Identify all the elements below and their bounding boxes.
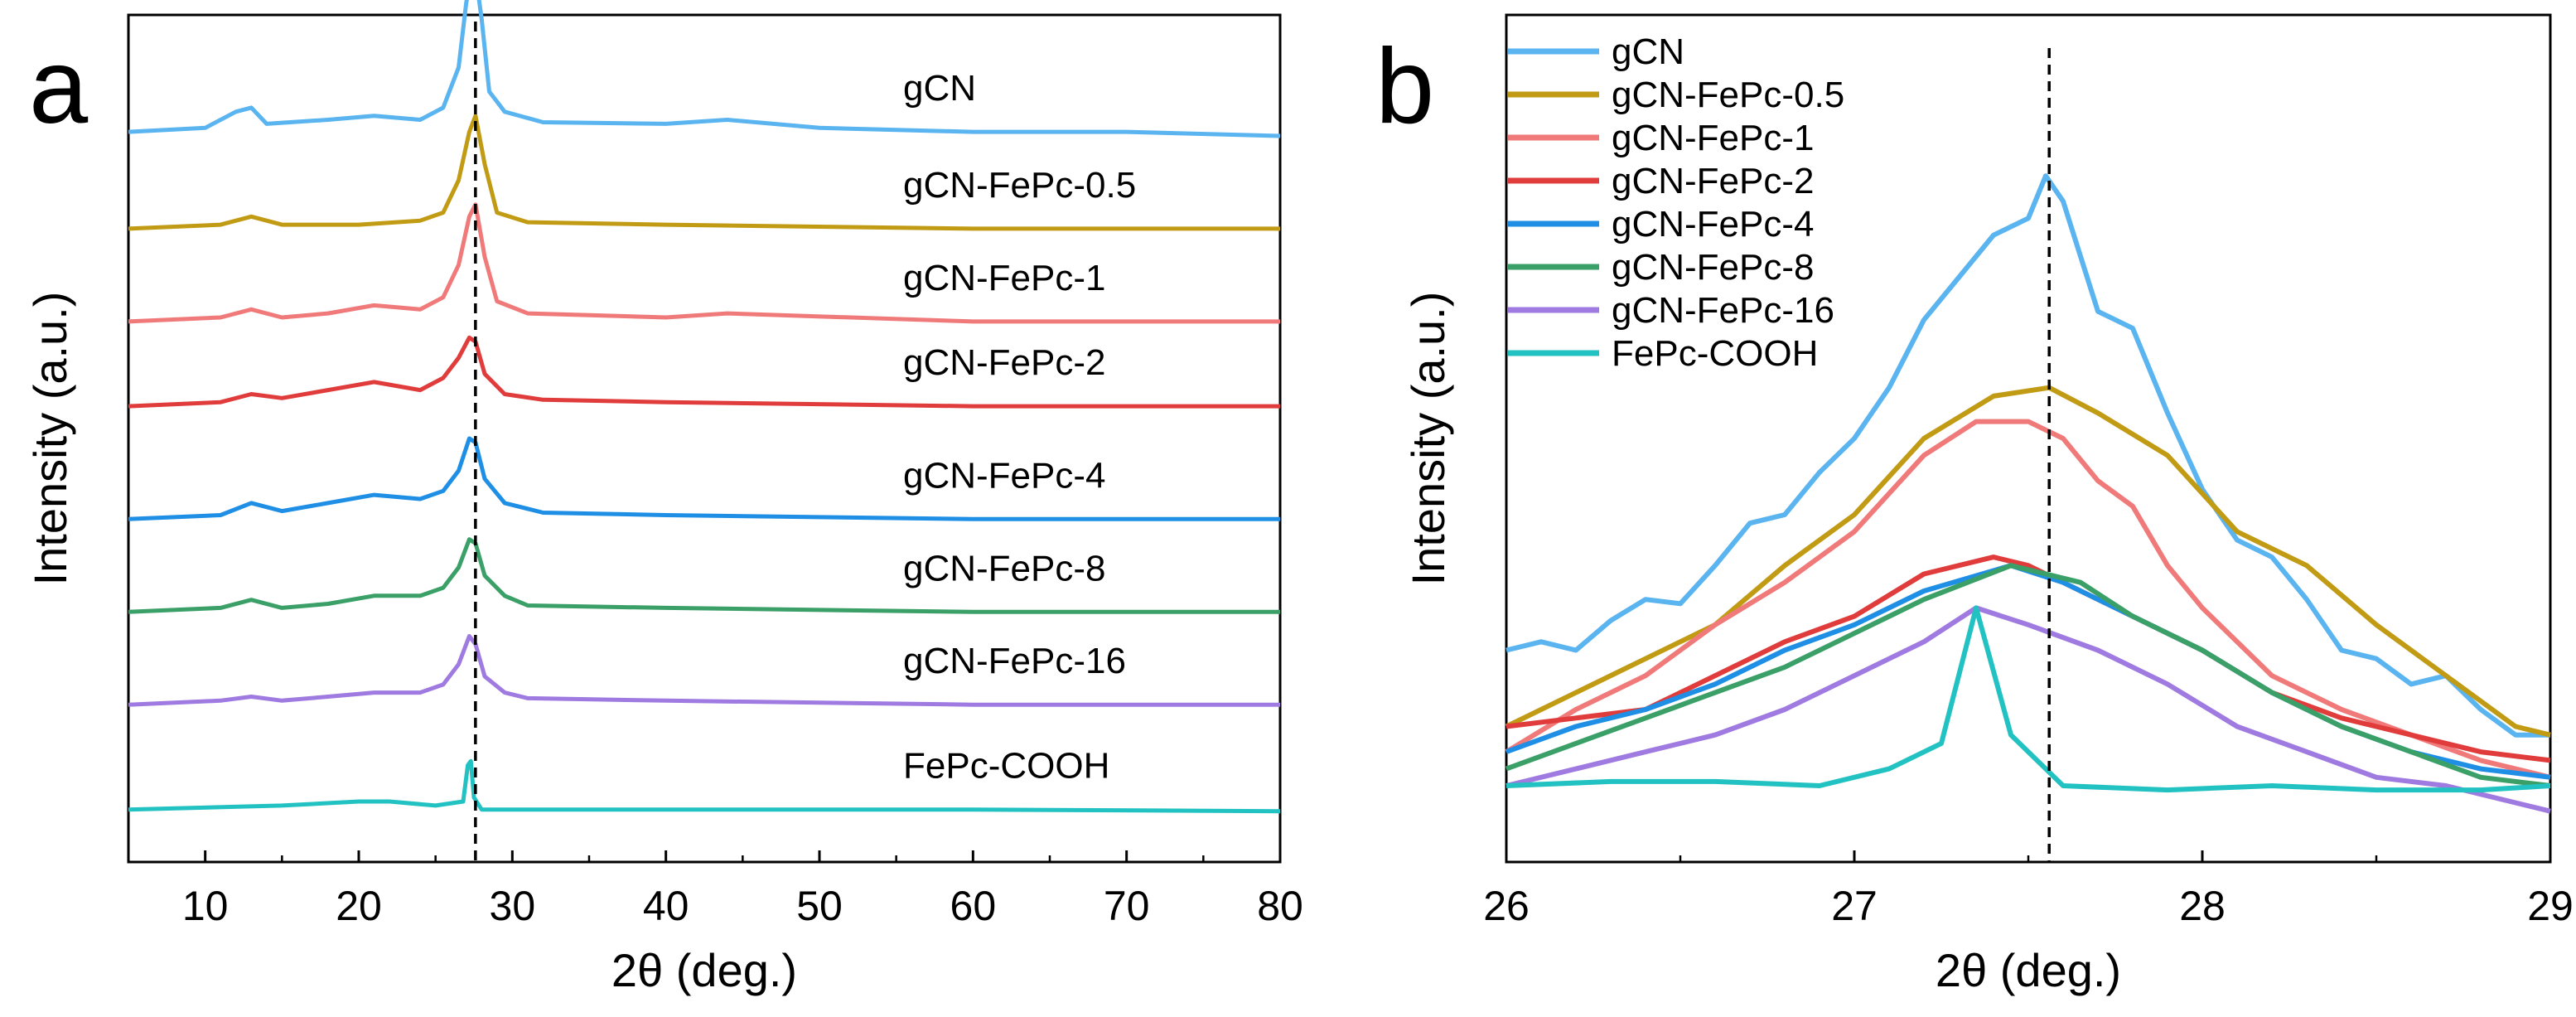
legend-label: gCN-FePc-4 <box>1612 204 1815 245</box>
series-label: gCN <box>903 68 976 109</box>
panel-letter-b: b <box>1375 27 1434 146</box>
series-label: gCN-FePc-8 <box>903 548 1106 588</box>
legend-label: FePc-COOH <box>1612 333 1818 374</box>
series-line-gcn-fepc-1 <box>128 202 1280 324</box>
x-axis-title: 2θ (deg.) <box>1936 944 2121 996</box>
y-axis-title: Intensity (a.u.) <box>1402 292 1454 586</box>
series-line-gcn-fepc-1 <box>1505 419 2551 780</box>
series-line-gcn <box>1505 173 2550 738</box>
series-label: gCN-FePc-2 <box>903 342 1106 383</box>
panel-letter-a: a <box>29 27 89 146</box>
x-tick-label: 80 <box>1257 883 1303 929</box>
legend-label: gCN-FePc-16 <box>1612 290 1834 331</box>
series-line-gcn-fepc-0-5 <box>128 114 1280 231</box>
x-tick-label: 40 <box>643 883 689 929</box>
x-tick-label: 26 <box>1483 883 1530 929</box>
series-line-gcn-fepc-8 <box>1505 563 2551 788</box>
legend-label: gCN-FePc-8 <box>1612 247 1815 288</box>
panel-a: a 10 20 30 40 50 60 70 80 2θ (deg.) Intensity (a.… <box>24 0 1303 996</box>
series-line-gcn-fepc-16 <box>1505 605 2551 814</box>
series-line-gcn <box>128 0 1281 138</box>
panel-a-frame <box>127 13 1282 864</box>
legend-label: gCN <box>1612 31 1684 72</box>
legend-label: gCN-FePc-2 <box>1612 161 1815 201</box>
x-tick-label: 20 <box>336 883 382 929</box>
x-tick-label: 29 <box>2527 883 2574 929</box>
x-tick-label: 28 <box>2179 883 2226 929</box>
series-line-fepc-cooh <box>1505 605 2551 793</box>
series-line-gcn-fepc-0-5 <box>1505 385 2551 738</box>
legend-label: gCN-FePc-0.5 <box>1612 75 1844 115</box>
x-tick-label: 70 <box>1104 883 1150 929</box>
series-line-gcn-fepc-2 <box>128 335 1280 409</box>
x-axis-title: 2θ (deg.) <box>611 944 797 996</box>
x-tick-label: 27 <box>1831 883 1878 929</box>
legend-label: gCN-FePc-1 <box>1612 118 1815 158</box>
series-line-gcn-fepc-16 <box>128 634 1280 707</box>
series-label: gCN-FePc-4 <box>903 455 1106 496</box>
series-line-fepc-cooh <box>128 758 1281 814</box>
series-line-gcn-fepc-4 <box>128 436 1280 521</box>
series-line-gcn-fepc-8 <box>128 537 1280 614</box>
panel-a-plot-area: 10 20 30 40 50 60 70 80 2θ (deg.) Intensity (a.u.… <box>24 0 1303 996</box>
series-label: gCN-FePc-16 <box>903 641 1126 681</box>
x-tick-label: 60 <box>950 883 997 929</box>
series-label: FePc-COOH <box>903 746 1109 787</box>
y-axis-title: Intensity (a.u.) <box>24 292 76 586</box>
series-line-gcn-fepc-2 <box>1505 555 2551 763</box>
x-tick-label: 30 <box>490 883 536 929</box>
series-label: gCN-FePc-1 <box>903 258 1106 298</box>
series-label: gCN-FePc-0.5 <box>903 165 1136 206</box>
x-tick-label: 10 <box>182 883 229 929</box>
x-tick-label: 50 <box>796 883 843 929</box>
